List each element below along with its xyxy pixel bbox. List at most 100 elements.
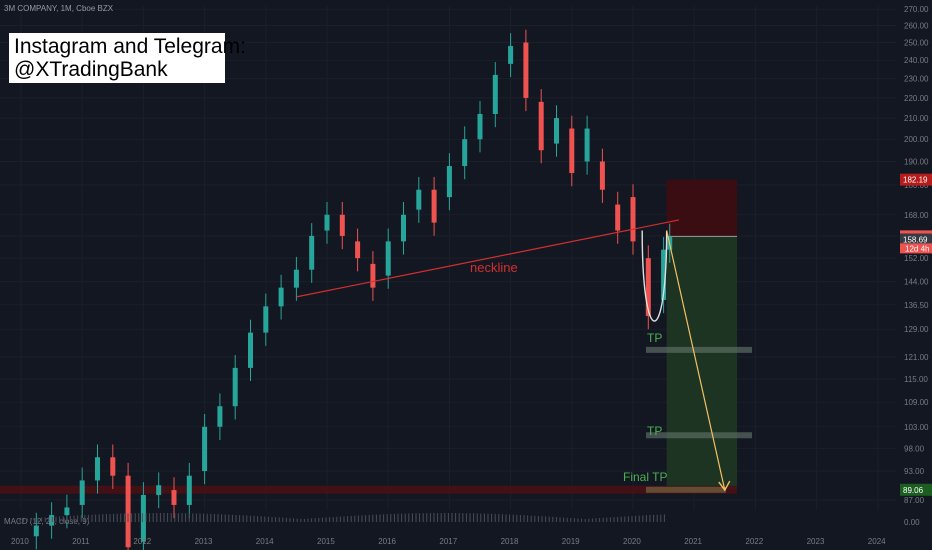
candle-body — [202, 426, 208, 472]
candle-body — [630, 197, 636, 242]
time-tick-label: 2015 — [317, 537, 335, 546]
candle-body — [599, 161, 605, 190]
price-tick-label: 115.00 — [904, 375, 928, 384]
time-tick-label: 2021 — [684, 537, 702, 546]
time-tick-label: 2011 — [72, 537, 90, 546]
tp1-label: TP — [647, 331, 662, 345]
price-tick-label: 121.00 — [904, 353, 929, 362]
candle-body — [339, 214, 345, 236]
position-zones — [0, 179, 752, 494]
candle-body — [64, 507, 70, 516]
candle-body — [110, 457, 116, 476]
candle-body — [293, 269, 299, 288]
candle-body — [156, 485, 162, 495]
price-tick-label: 98.00 — [904, 444, 925, 453]
candle-body — [416, 189, 422, 210]
candle-body — [538, 101, 544, 151]
candle-body — [523, 42, 529, 98]
candle-body — [508, 46, 514, 64]
time-tick-label: 2024 — [868, 537, 886, 546]
candle-body — [171, 490, 177, 505]
candle-body — [263, 306, 269, 333]
time-axis[interactable]: 2010 2011 2012 2013 2014 2015 2016 2017 2018 2019… — [11, 537, 886, 546]
candle-body — [385, 241, 391, 276]
target-zone — [666, 236, 738, 490]
final-tp-label: Final TP — [623, 470, 667, 484]
tp-level-bar — [646, 432, 752, 439]
macd-zero-label: 0.00 — [904, 518, 920, 527]
price-tick-label: 220.00 — [904, 94, 929, 103]
price-tick-label: 200.00 — [904, 135, 929, 144]
time-tick-label: 2020 — [623, 537, 641, 546]
time-tick-label: 2022 — [745, 537, 763, 546]
candle-body — [278, 287, 284, 307]
tp2-label: TP — [647, 424, 662, 438]
candle-body — [615, 204, 621, 231]
candle-body — [309, 235, 315, 270]
candle-body — [477, 113, 483, 140]
price-tick-label: 240.00 — [904, 56, 929, 65]
price-label-text: 89.06 — [903, 486, 924, 495]
candle-body — [125, 475, 131, 548]
cup-curve — [641, 230, 668, 322]
support-band — [0, 485, 738, 494]
time-tick-label: 2023 — [807, 537, 825, 546]
price-tick-label: 152.00 — [904, 254, 929, 263]
price-label-box — [900, 483, 932, 496]
candle-body — [554, 118, 559, 144]
candle-body — [645, 258, 651, 317]
price-tick-label: 210.00 — [904, 114, 929, 123]
time-tick-label: 2013 — [195, 537, 213, 546]
price-tick-label: 168.00 — [904, 211, 929, 220]
countdown-box — [900, 243, 932, 254]
stop-zone — [666, 179, 738, 237]
price-tick-label: 260.00 — [904, 22, 929, 31]
candle-body — [217, 406, 223, 427]
price-label-box — [900, 233, 932, 246]
time-tick-label: 2017 — [439, 537, 457, 546]
candle-body — [140, 494, 146, 542]
candle-body — [446, 166, 452, 198]
candle-body — [186, 475, 192, 505]
price-tick-label: 230.00 — [904, 75, 929, 84]
candle-body — [79, 480, 85, 505]
projection-arrow — [666, 230, 726, 491]
price-tick-label: 190.00 — [904, 157, 929, 166]
price-axis[interactable]: 87.00 93.00 98.00 103.00 109.00 115.00 121.00 1… — [900, 5, 932, 505]
candle-body — [431, 189, 437, 223]
candle-body — [33, 525, 39, 537]
tp-level-bar — [646, 346, 752, 353]
time-tick-label: 2014 — [256, 537, 274, 546]
neckline-line — [296, 219, 680, 298]
price-tick-label: 109.00 — [904, 398, 929, 407]
promo-line-1: Instagram and Telegram: — [14, 35, 246, 58]
price-label-box — [900, 173, 932, 186]
candle-body — [355, 241, 361, 259]
final-tp-bar — [646, 486, 726, 493]
promo-box: Instagram and Telegram: @XTradingBank — [9, 33, 246, 83]
price-tick-label: 250.00 — [904, 39, 929, 48]
time-tick-label: 2018 — [501, 537, 519, 546]
price-label-text: 182.19 — [903, 176, 928, 185]
promo-line-2: @XTradingBank — [14, 58, 168, 81]
symbol-title: 3M COMPANY, 1M, Cboe BZX — [4, 4, 114, 13]
candle-body — [462, 139, 468, 167]
price-tick-label: 270.00 — [904, 5, 929, 14]
price-tick-label: 129.00 — [904, 325, 929, 334]
time-tick-label: 2012 — [133, 537, 151, 546]
macd-pane: MACD (12, 26, close, 9) 0.00 — [4, 513, 920, 527]
price-tick-label: 93.00 — [904, 467, 925, 476]
candle-body — [492, 74, 498, 114]
candle-body — [370, 263, 376, 288]
macd-label: MACD (12, 26, close, 9) — [4, 517, 90, 526]
price-label-text: 158.69 — [903, 235, 928, 244]
overlays — [296, 219, 731, 492]
candle-body — [401, 214, 406, 242]
candle-body — [232, 367, 238, 407]
candle-body — [584, 128, 590, 162]
candles — [33, 29, 673, 550]
time-tick-label: 2016 — [378, 537, 396, 546]
price-tick-label: 136.50 — [904, 301, 929, 310]
